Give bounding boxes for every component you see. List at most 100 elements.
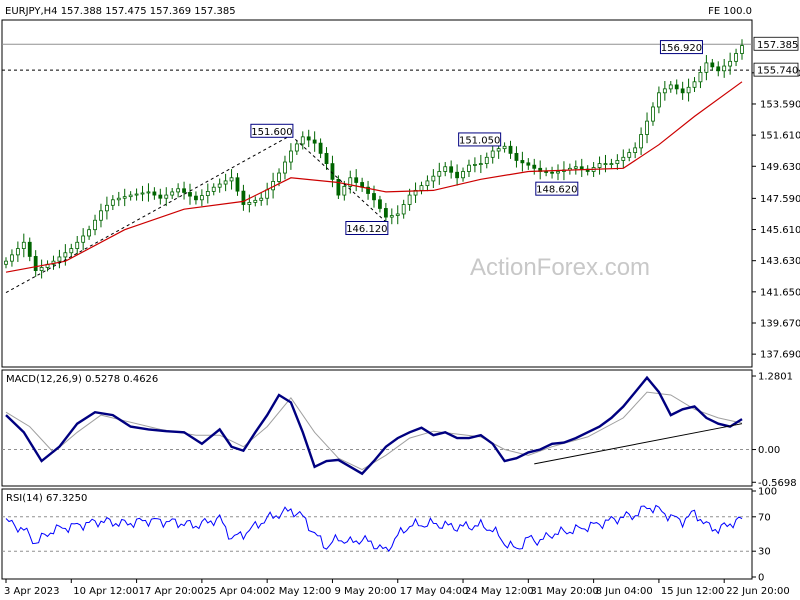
macd-tick-label: 1.2801 xyxy=(758,372,793,383)
annotation-box xyxy=(458,132,502,147)
x-tick-label: 31 May 20:00 xyxy=(530,586,599,597)
candle-body xyxy=(645,120,649,135)
price-pane xyxy=(1,19,753,368)
candle-body xyxy=(716,66,721,72)
candle-body xyxy=(342,186,347,196)
price-marker-label: 155.740 xyxy=(757,66,798,77)
candle-body xyxy=(366,186,370,194)
candle-body xyxy=(336,178,341,196)
price-tick-label: 147.590 xyxy=(760,194,800,205)
macd-signal-line xyxy=(5,391,743,471)
candle-body xyxy=(324,152,329,165)
candle-body xyxy=(87,229,91,237)
x-tick-label: 3 Apr 2023 xyxy=(4,586,59,597)
rsi-line xyxy=(5,504,743,552)
macd-title: MACD(12,26,9) 0.5278 0.4626 xyxy=(6,374,158,385)
candle-body xyxy=(378,199,382,209)
candle-body xyxy=(211,186,216,192)
candle-body xyxy=(99,210,103,221)
rsi-tick-label: 0 xyxy=(758,573,764,584)
candle-body xyxy=(579,166,584,170)
candle-body xyxy=(69,248,74,254)
x-tick-label: 15 Jun 12:00 xyxy=(661,586,725,597)
candle-body xyxy=(348,177,353,187)
candle-body xyxy=(259,197,264,201)
rsi-pane xyxy=(1,488,753,580)
candle-body xyxy=(247,202,252,205)
candle-body xyxy=(152,191,157,196)
candle-body xyxy=(283,161,287,174)
price-marker-box xyxy=(753,62,799,77)
annotation-box xyxy=(659,40,703,55)
candle-body xyxy=(170,191,175,196)
candle-body xyxy=(633,147,638,153)
candle-body xyxy=(75,241,80,249)
candle-body xyxy=(330,163,335,180)
candle-body xyxy=(253,199,258,203)
candle-body xyxy=(217,183,222,188)
candle-body xyxy=(621,156,626,161)
candle-body xyxy=(389,215,394,218)
candle-body xyxy=(734,53,738,62)
candle-body xyxy=(556,171,560,174)
candle-body xyxy=(372,193,376,201)
candle-body xyxy=(116,197,121,201)
candle-body xyxy=(306,136,311,141)
macd-plot xyxy=(2,375,752,476)
rsi-tick-label: 100 xyxy=(758,487,777,498)
x-tick-label: 8 Jun 04:00 xyxy=(596,586,653,597)
candle-body xyxy=(455,171,459,179)
candle-body xyxy=(205,191,210,196)
annotation-box xyxy=(250,123,294,138)
candle-body xyxy=(710,62,715,68)
candle-body xyxy=(668,84,673,90)
candle-body xyxy=(39,267,44,271)
candle-body xyxy=(199,195,204,201)
price-plot: 151.600 146.120 151.050 148.620 156.920 xyxy=(2,39,752,294)
watermark: ActionForex.com xyxy=(470,254,650,281)
candle-body xyxy=(544,171,549,173)
candle-body xyxy=(223,180,228,185)
rsi-tick-label: 30 xyxy=(758,547,771,558)
candle-body xyxy=(134,193,139,196)
annotation-box xyxy=(345,221,389,236)
candle-body xyxy=(467,164,471,172)
candle-body xyxy=(443,166,448,172)
candle-body xyxy=(277,172,281,182)
annotation-box xyxy=(535,181,579,196)
x-tick-label: 10 Apr 12:00 xyxy=(73,586,138,597)
candle-body xyxy=(603,163,608,166)
candle-body xyxy=(110,199,115,206)
rsi-tick-label: 70 xyxy=(758,512,771,523)
symbol-header: EURJPY,H4 157.388 157.475 157.369 157.38… xyxy=(5,6,236,17)
candle-body xyxy=(33,256,38,271)
candle-body xyxy=(122,196,127,199)
candle-body xyxy=(10,254,14,262)
annotation-label: 156.920 xyxy=(661,43,702,54)
candle-body xyxy=(425,180,430,187)
candle-body xyxy=(461,171,465,179)
candle-body xyxy=(484,156,489,165)
candle-body xyxy=(158,194,163,199)
candle-body xyxy=(728,60,733,67)
candle-body xyxy=(383,208,388,218)
candle-body xyxy=(722,65,727,72)
price-tick-label: 137.690 xyxy=(760,350,800,361)
annotation-label: 148.620 xyxy=(536,185,577,196)
x-tick-label: 25 Apr 04:00 xyxy=(204,586,269,597)
annotation-label: 151.600 xyxy=(251,127,292,138)
candle-body xyxy=(478,163,483,166)
candle-body xyxy=(651,106,655,122)
candle-body xyxy=(573,166,578,169)
price-tick-label: 143.630 xyxy=(760,256,800,267)
candle-body xyxy=(401,204,406,215)
candle-body xyxy=(431,175,436,182)
annotation-label: 146.120 xyxy=(346,224,387,235)
candle-body xyxy=(300,136,305,145)
x-tick-label: 24 May 12:00 xyxy=(465,586,534,597)
candle-body xyxy=(289,150,293,163)
price-tick-label: 141.650 xyxy=(760,287,800,298)
candle-body xyxy=(146,191,151,194)
axes: 155.570153.590151.610149.630147.590145.6… xyxy=(4,36,800,597)
